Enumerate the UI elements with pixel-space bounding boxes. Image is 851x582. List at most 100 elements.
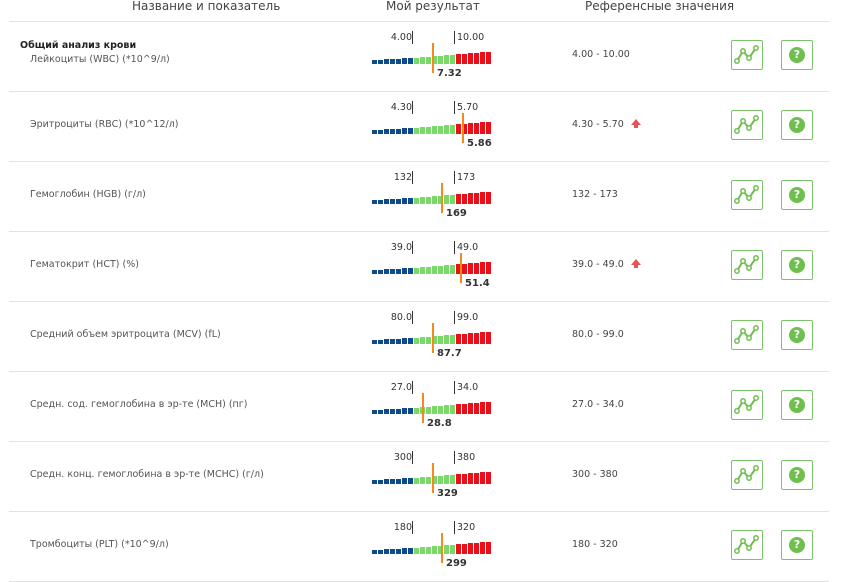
gauge-bar-normal: [450, 405, 455, 414]
reference-range: 180 - 320: [572, 539, 618, 550]
gauge-bar-low: [372, 480, 377, 484]
gauge-bar-high: [462, 334, 467, 344]
gauge-bar-low: [378, 480, 383, 484]
help-button[interactable]: ?: [781, 460, 813, 490]
gauge-bars: [371, 534, 496, 554]
gauge-bar-low: [396, 409, 401, 414]
reference-range: 4.30 - 5.70: [572, 119, 641, 130]
result-gauge: 39.0 49.0 51.4: [371, 232, 496, 301]
gauge-bar-high: [486, 192, 491, 204]
gauge-bar-low: [408, 408, 413, 414]
gauge-bar-high: [462, 544, 467, 554]
result-value: 5.86: [467, 138, 492, 149]
gauge-bar-normal: [432, 546, 437, 554]
question-icon: ?: [789, 397, 805, 413]
range-low-label: 27.0: [390, 382, 412, 393]
range-low-tick: [412, 521, 413, 534]
question-icon: ?: [789, 117, 805, 133]
gauge-bar-high: [456, 264, 461, 274]
gauge-bar-normal: [438, 336, 443, 344]
range-low-tick: [412, 171, 413, 184]
help-button[interactable]: ?: [781, 180, 813, 210]
gauge-bar-normal: [432, 56, 437, 64]
test-name: Лейкоциты (WBC) (*10^9/л): [30, 54, 170, 65]
test-name: Гемоглобин (HGB) (г/л): [30, 189, 146, 200]
gauge-bar-high: [474, 53, 479, 64]
gauge-bar-high: [474, 473, 479, 484]
history-chart-button[interactable]: [731, 320, 763, 350]
gauge-bar-low: [384, 59, 389, 64]
gauge-bar-low: [390, 479, 395, 484]
range-high-tick: [454, 521, 455, 534]
gauge-bar-high: [486, 122, 491, 134]
gauge-bar-low: [396, 59, 401, 64]
gauge-bar-low: [402, 58, 407, 64]
gauge-bar-low: [396, 549, 401, 554]
range-high-label: 99.0: [457, 312, 479, 323]
help-button[interactable]: ?: [781, 320, 813, 350]
reference-range: 80.0 - 99.0: [572, 329, 624, 340]
reference-range-text: 80.0 - 99.0: [572, 329, 624, 340]
test-name: Гематокрит (HCT) (%): [30, 259, 139, 270]
result-gauge: 80.0 99.0 87.7: [371, 302, 496, 371]
range-high-label: 34.0: [457, 382, 479, 393]
gauge-bar-normal: [432, 406, 437, 414]
history-chart-button[interactable]: [731, 530, 763, 560]
range-high-label: 5.70: [457, 102, 479, 113]
result-value: 28.8: [427, 418, 452, 429]
history-chart-button[interactable]: [731, 390, 763, 420]
table-row: Средний объем эритроцита (MCV) (fL) 80.0 9…: [9, 302, 829, 372]
gauge-bar-normal: [438, 476, 443, 484]
history-chart-button[interactable]: [731, 40, 763, 70]
range-high-label: 10.00: [457, 32, 485, 43]
result-gauge: 300 380 329: [371, 442, 496, 511]
gauge-bar-normal: [420, 267, 425, 274]
gauge-bar-normal: [444, 335, 449, 344]
range-low-tick: [412, 381, 413, 394]
line-chart-icon: [734, 465, 759, 484]
result-gauge: 4.00 10.00 7.32: [371, 22, 496, 91]
range-low-label: 80.0: [390, 312, 412, 323]
line-chart-icon: [734, 115, 759, 134]
history-chart-button[interactable]: [731, 250, 763, 280]
gauge-bar-normal: [426, 477, 431, 484]
history-chart-button[interactable]: [731, 460, 763, 490]
gauge-bar-normal: [414, 408, 419, 414]
range-low-tick: [412, 31, 413, 44]
gauge-bar-low: [408, 198, 413, 204]
gauge-bar-low: [402, 338, 407, 344]
help-button[interactable]: ?: [781, 110, 813, 140]
gauge-bar-normal: [432, 476, 437, 484]
gauge-bar-normal: [438, 196, 443, 204]
result-marker: [432, 463, 434, 493]
history-chart-button[interactable]: [731, 180, 763, 210]
gauge-bar-normal: [432, 266, 437, 274]
question-icon: ?: [789, 47, 805, 63]
help-button[interactable]: ?: [781, 390, 813, 420]
help-button[interactable]: ?: [781, 40, 813, 70]
range-high-label: 49.0: [457, 242, 479, 253]
gauge-bar-normal: [420, 547, 425, 554]
gauge-bar-normal: [450, 265, 455, 274]
result-gauge: 180 320 299: [371, 512, 496, 581]
help-button[interactable]: ?: [781, 530, 813, 560]
line-chart-icon: [734, 45, 759, 64]
gauge-bar-high: [480, 542, 485, 554]
result-value: 329: [437, 488, 458, 499]
history-chart-button[interactable]: [731, 110, 763, 140]
gauge-bar-high: [468, 473, 473, 484]
range-high-tick: [454, 31, 455, 44]
gauge-bars: [371, 464, 496, 484]
range-high-tick: [454, 101, 455, 114]
table-row: Средн. сод. гемоглобина в эр-те (MCH) (п…: [9, 372, 829, 442]
gauge-bar-high: [480, 52, 485, 64]
gauge-bar-low: [408, 338, 413, 344]
result-gauge: 4.30 5.70 5.86: [371, 92, 496, 161]
help-button[interactable]: ?: [781, 250, 813, 280]
gauge-bar-normal: [414, 268, 419, 274]
table-row: Общий анализ крови Лейкоциты (WBC) (*10^9…: [9, 22, 829, 92]
gauge-bar-normal: [432, 126, 437, 134]
gauge-bar-low: [402, 478, 407, 484]
gauge-bar-low: [402, 408, 407, 414]
gauge-bar-normal: [438, 406, 443, 414]
